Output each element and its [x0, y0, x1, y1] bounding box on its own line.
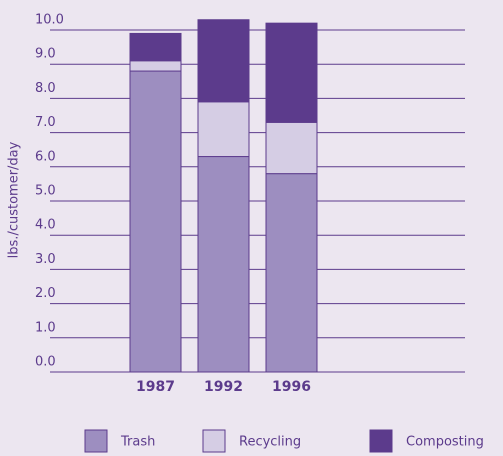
bar-segment — [265, 121, 318, 175]
legend-label: Recycling — [239, 435, 301, 450]
x-tick-label: 1992 — [204, 379, 243, 395]
legend-swatch — [84, 429, 108, 453]
y-tick-label: 0.0 — [35, 355, 56, 370]
y-tick-label: 9.0 — [35, 47, 56, 62]
y-tick-label: 7.0 — [35, 115, 56, 130]
bar-segment — [129, 70, 182, 373]
bar-segment — [265, 173, 318, 373]
bar-segment — [197, 101, 250, 158]
legend-swatch — [369, 429, 393, 453]
bar-segment — [265, 22, 318, 123]
legend-swatch — [202, 429, 226, 453]
bar-segment — [129, 60, 182, 72]
y-tick-label: 2.0 — [35, 286, 56, 301]
y-tick-label: 1.0 — [35, 320, 56, 335]
y-tick-label: 5.0 — [35, 184, 56, 199]
y-tick-label: 8.0 — [35, 81, 56, 96]
x-tick-label: 1996 — [272, 379, 311, 395]
legend-label: Composting — [406, 435, 484, 450]
legend-label: Trash — [120, 435, 155, 450]
bar-segment — [197, 156, 250, 373]
bar-segment — [129, 32, 182, 62]
x-tick-label: 1987 — [136, 379, 175, 395]
bar-segment — [197, 19, 250, 103]
y-axis-label: lbs./customer/day — [7, 141, 22, 258]
y-tick-label: 3.0 — [35, 252, 56, 267]
y-tick-label: 10.0 — [35, 13, 64, 28]
y-tick-label: 6.0 — [35, 149, 56, 164]
y-tick-label: 4.0 — [35, 218, 56, 233]
